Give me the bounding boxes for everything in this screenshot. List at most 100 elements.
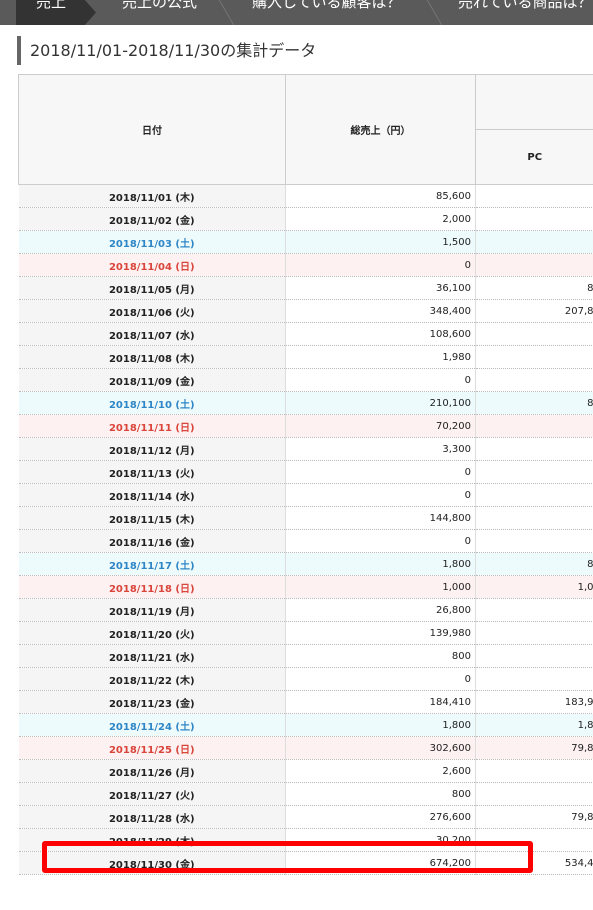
table-row: 2018/11/23 (金) 184,410 183,9 [18,690,593,714]
table-cell: 800 [285,782,476,806]
table-cell: 2018/11/11 (日) [18,414,286,438]
table-cell: 2018/11/08 (木) [18,345,286,369]
table-cell: 1,8 [475,713,593,737]
table-cell: 2018/11/27 (火) [18,782,286,806]
table-cell: 2018/11/19 (月) [18,598,286,622]
table-cell: 0 [285,483,476,507]
table-cell: 1,800 [285,552,476,576]
table-cell: 8 [475,552,593,576]
header-cell: 日付 [18,74,286,185]
tab-separator [204,0,235,25]
table-cell: 183,9 [475,690,593,714]
table-cell [475,184,593,208]
group-header-cell [475,74,593,130]
table-cell: 2018/11/20 (火) [18,621,286,645]
table-cell: 2018/11/14 (水) [18,483,286,507]
table-cell: 2018/11/21 (水) [18,644,286,668]
table-cell: 26,800 [285,598,476,622]
table-row: 2018/11/27 (火) 800 [18,782,593,806]
table-row: 2018/11/07 (水) 108,600 [18,322,593,346]
active-tab-bg [16,0,96,25]
table-cell [475,322,593,346]
table-cell [475,667,593,691]
table-row: 2018/11/24 (土) 1,800 1,8 [18,713,593,737]
highlight-box [42,841,533,873]
table-cell [475,529,593,553]
tab[interactable]: 売れている商品は？ [458,0,593,11]
table-row: 2018/11/17 (土) 1,800 8 [18,552,593,576]
table-cell: 2018/11/05 (月) [18,276,286,300]
table-row: 2018/11/02 (金) 2,000 [18,207,593,231]
table-cell: 2018/11/23 (金) [18,690,286,714]
table-cell [475,253,593,277]
table-row: 2018/11/16 (金) 0 [18,529,593,553]
table-cell: 0 [285,529,476,553]
table-cell: 2018/11/01 (木) [18,184,286,208]
table-row: 2018/11/25 (日) 302,600 79,8 [18,736,593,760]
table-cell: 276,600 [285,805,476,829]
table-cell: 2018/11/12 (月) [18,437,286,461]
table-cell [475,759,593,783]
table-row: 2018/11/15 (木) 144,800 [18,506,593,530]
table-cell: 1,000 [285,575,476,599]
table-cell: 210,100 [285,391,476,415]
table-cell: 2018/11/06 (火) [18,299,286,323]
table-cell: 302,600 [285,736,476,760]
table-row: 2018/11/19 (月) 26,800 [18,598,593,622]
table-cell: 2018/11/04 (日) [18,253,286,277]
table-row: 2018/11/11 (日) 70,200 [18,414,593,438]
table-cell [475,345,593,369]
table-cell: 207,8 [475,299,593,323]
table-cell: 2018/11/25 (日) [18,736,286,760]
table-cell: 2018/11/13 (火) [18,460,286,484]
table-cell: 79,8 [475,805,593,829]
table-cell: 800 [285,644,476,668]
table-cell: 30,200 [285,828,476,852]
table-cell: 2018/11/03 (土) [18,230,286,254]
table-cell: 0 [285,460,476,484]
table-row: 2018/11/22 (木) 0 [18,667,593,691]
table-cell: 79,8 [475,736,593,760]
table-cell [475,207,593,231]
header-cell: 総売上（円） [285,74,476,185]
table-cell: 2018/11/16 (金) [18,529,286,553]
table-cell: 2018/11/09 (金) [18,368,286,392]
table-cell: 1,980 [285,345,476,369]
table-row: 2018/11/20 (火) 139,980 [18,621,593,645]
table-cell: 2018/11/17 (土) [18,552,286,576]
table-cell: 2,600 [285,759,476,783]
table-cell: 108,600 [285,322,476,346]
heading: 2018/11/01-2018/11/30の集計データ [17,36,316,65]
tab[interactable]: 売上の公式 [122,0,198,11]
table-cell: 2018/11/22 (木) [18,667,286,691]
table-cell: 36,100 [285,276,476,300]
table-row: 2018/11/08 (木) 1,980 [18,345,593,369]
table-cell [475,828,593,852]
table-row: 2018/11/21 (水) 800 [18,644,593,668]
data-table: 日付 総売上（円） PC 2018/11/01 (木) 85,600 2018/11… [18,74,593,875]
tab[interactable]: 売上 [36,0,67,11]
table-cell: 184,410 [285,690,476,714]
table-cell: 2,000 [285,207,476,231]
table-cell: 1,500 [285,230,476,254]
table-cell [475,483,593,507]
tab[interactable]: 購入している顧客は？ [252,0,402,11]
table-cell: 2018/11/10 (土) [18,391,286,415]
table-row: 2018/11/28 (水) 276,600 79,8 [18,805,593,829]
table-cell [475,437,593,461]
table-cell: 2018/11/15 (木) [18,506,286,530]
table-row: 2018/11/18 (日) 1,000 1,0 [18,575,593,599]
table-cell: 0 [285,667,476,691]
table-row: 2018/11/06 (火) 348,400 207,8 [18,299,593,323]
tab-separator [412,0,443,25]
table-cell: 0 [285,253,476,277]
table-cell: 2018/11/18 (日) [18,575,286,599]
table-cell: 348,400 [285,299,476,323]
table-cell [475,230,593,254]
table-row: 2018/11/10 (土) 210,100 8 [18,391,593,415]
table-row: 2018/11/12 (月) 3,300 [18,437,593,461]
table-cell: 2018/11/02 (金) [18,207,286,231]
table-cell: 1,800 [285,713,476,737]
table-cell: 3,300 [285,437,476,461]
table-row: 2018/11/09 (金) 0 [18,368,593,392]
